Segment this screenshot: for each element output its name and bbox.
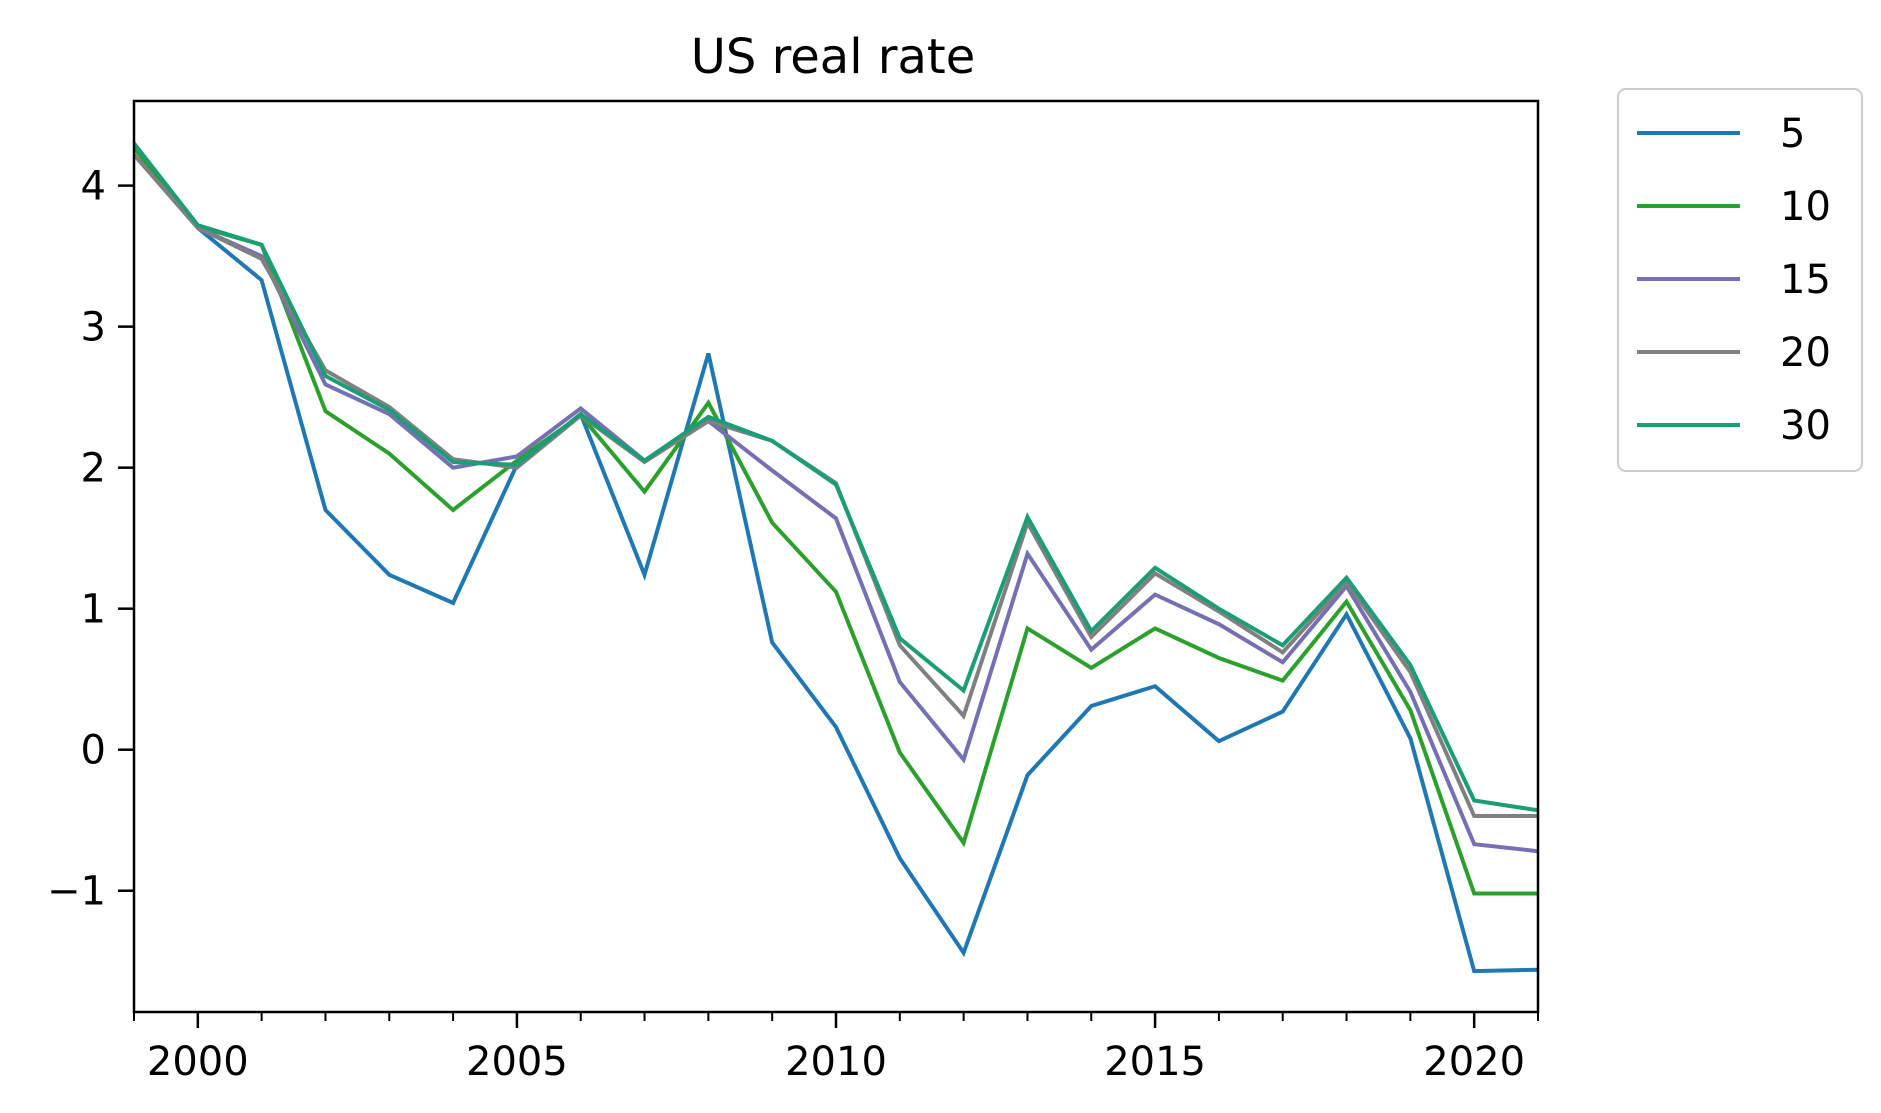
series-line-10 xyxy=(134,146,1538,896)
y-tick-label: 3 xyxy=(81,305,106,351)
legend-label-30: 30 xyxy=(1780,403,1831,449)
y-tick-label: 0 xyxy=(81,728,106,774)
x-tick-label: 2010 xyxy=(785,1039,887,1085)
y-tick-label: 1 xyxy=(81,587,106,633)
x-tick-label: 2005 xyxy=(466,1039,568,1085)
x-tick-label: 2000 xyxy=(147,1039,249,1085)
legend-label-20: 20 xyxy=(1780,330,1831,376)
legend-label-15: 15 xyxy=(1780,257,1831,303)
series-line-5 xyxy=(134,146,1538,974)
series-layer xyxy=(134,142,1538,974)
x-tick-label: 2015 xyxy=(1104,1039,1206,1085)
legend-label-10: 10 xyxy=(1780,184,1831,230)
series-line-15 xyxy=(134,153,1538,854)
legend-label-5: 5 xyxy=(1780,111,1805,157)
series-line-30 xyxy=(134,142,1538,813)
x-tick-label: 2020 xyxy=(1423,1039,1525,1085)
chart-title: US real rate xyxy=(691,29,976,85)
y-axis: 4 3 2 1 0 −1 xyxy=(47,164,134,915)
y-tick-label: 2 xyxy=(81,446,106,492)
x-axis: 2000 2005 2010 2015 2020 xyxy=(133,1012,1539,1085)
legend: 5 10 15 20 30 xyxy=(1617,88,1863,472)
y-tick-label: 4 xyxy=(81,164,106,210)
plot-frame xyxy=(132,99,1540,1014)
y-tick-label: −1 xyxy=(47,869,106,915)
